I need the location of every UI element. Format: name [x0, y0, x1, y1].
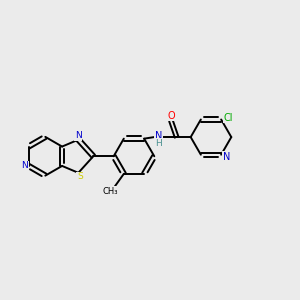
Text: O: O	[168, 110, 176, 121]
Text: Cl: Cl	[223, 112, 233, 123]
Text: S: S	[77, 172, 83, 182]
Text: N: N	[21, 161, 28, 170]
Text: N: N	[75, 131, 82, 140]
Text: N: N	[223, 152, 230, 162]
Text: H: H	[155, 139, 162, 148]
Text: CH₃: CH₃	[103, 187, 118, 196]
Text: N: N	[155, 131, 163, 141]
